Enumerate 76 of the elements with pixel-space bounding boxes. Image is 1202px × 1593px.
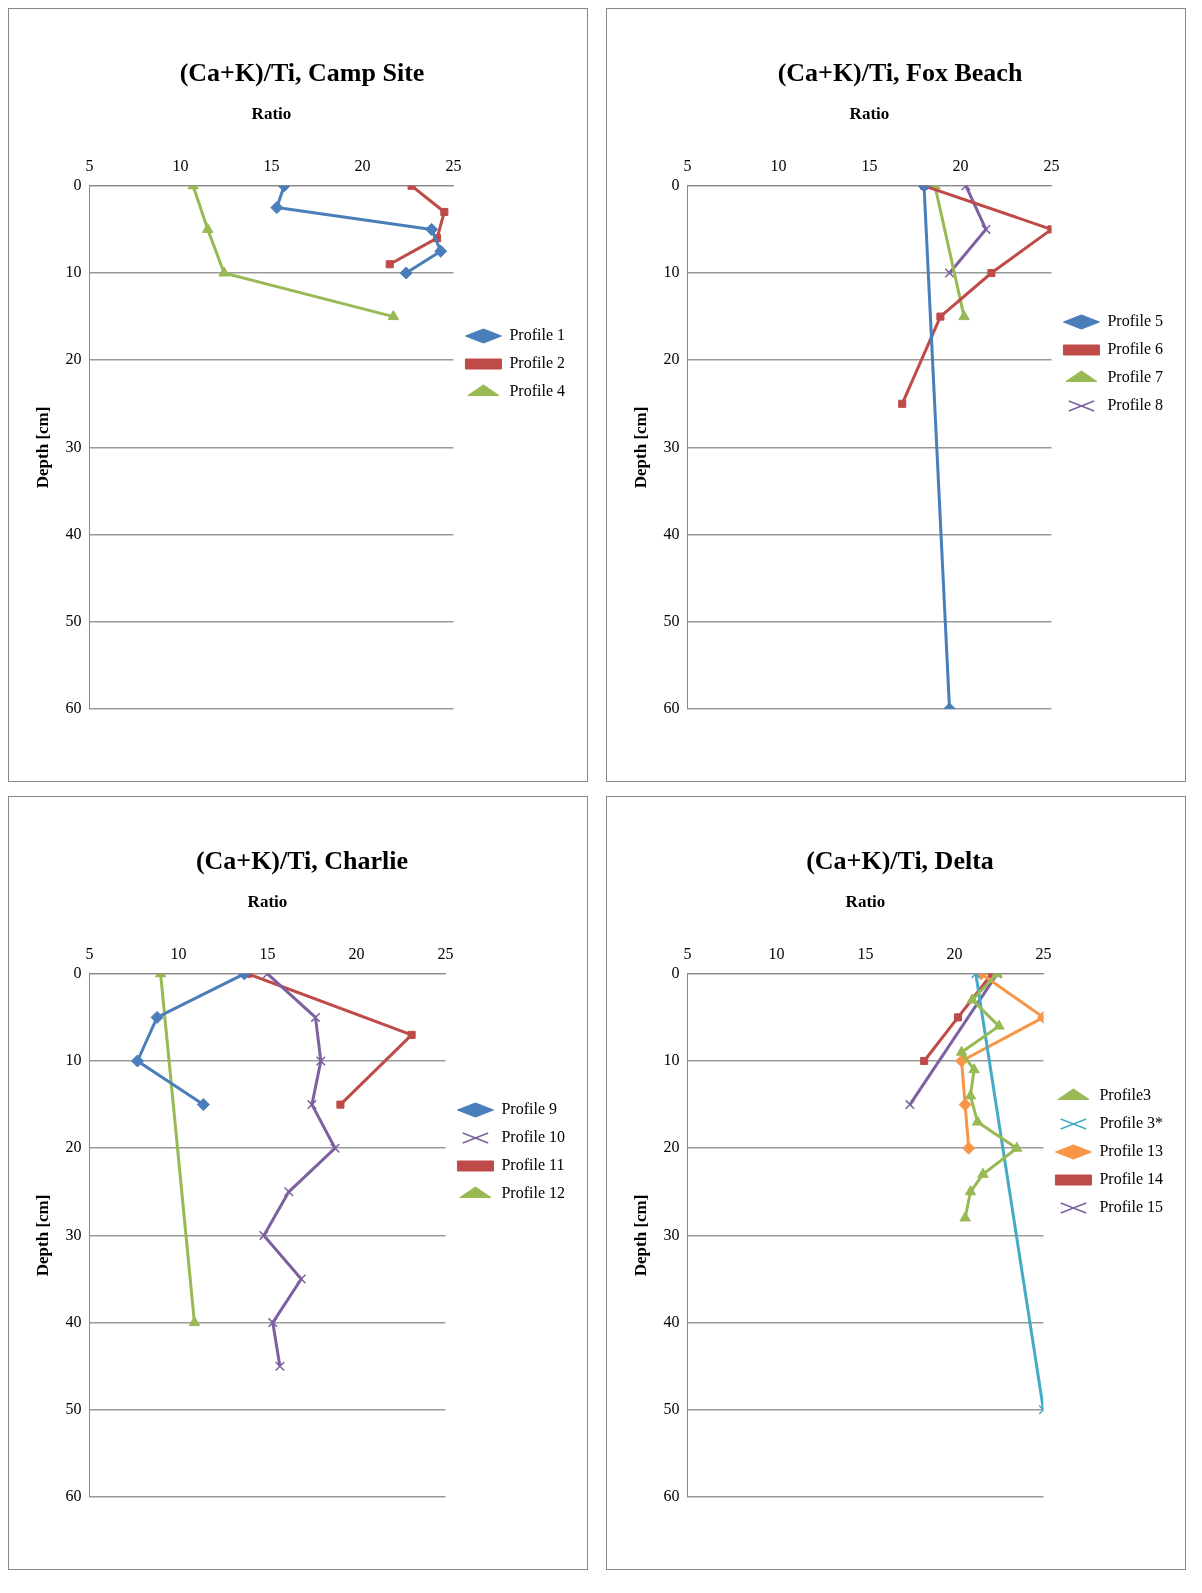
- y-tick-label: 30: [663, 437, 680, 455]
- y-tick-label: 50: [65, 1400, 82, 1417]
- y-tick-label: 0: [671, 964, 680, 981]
- y-tick-label: 60: [663, 699, 680, 717]
- x-tick-label: 25: [1035, 945, 1052, 963]
- y-tick-label: 20: [663, 1138, 680, 1156]
- x-tick-label: 15: [259, 945, 276, 963]
- y-tick-label: 40: [663, 524, 680, 542]
- legend-label: Profile 12: [501, 1184, 565, 1202]
- y-tick-label: 0: [73, 964, 82, 981]
- legend-label: Profile 2: [509, 354, 565, 372]
- legend-label: Profile 7: [1107, 368, 1163, 386]
- x-tick-label: 10: [770, 157, 787, 175]
- y-tick-label: 60: [663, 1487, 680, 1505]
- y-tick-label: 20: [663, 350, 680, 368]
- y-tick-label: 40: [65, 1312, 82, 1330]
- legend-label: Profile 9: [501, 1100, 557, 1118]
- y-tick-label: 40: [663, 1312, 680, 1330]
- x-tick-label: 20: [354, 157, 371, 175]
- legend-label: Profile 4: [509, 382, 565, 400]
- x-axis-title: Ratio: [247, 891, 288, 911]
- x-tick-label: 10: [768, 945, 785, 963]
- x-tick-label: 5: [683, 945, 692, 963]
- legend-label: Profile 3*: [1099, 1114, 1163, 1132]
- x-axis-title: Ratio: [251, 103, 292, 123]
- x-axis-title: Ratio: [845, 891, 886, 911]
- chart-title: (Ca+K)/Ti, Delta: [806, 846, 994, 876]
- legend-label: Profile 6: [1107, 340, 1163, 358]
- x-tick-label: 5: [85, 945, 94, 963]
- y-tick-label: 50: [663, 612, 680, 629]
- x-tick-label: 10: [170, 945, 187, 963]
- y-tick-label: 50: [663, 1400, 680, 1417]
- legend-label: Profile 11: [501, 1156, 565, 1174]
- y-tick-label: 30: [65, 1225, 82, 1243]
- x-tick-label: 5: [683, 157, 692, 175]
- x-tick-label: 25: [437, 945, 454, 963]
- x-tick-label: 25: [445, 157, 462, 175]
- y-tick-label: 50: [65, 612, 82, 629]
- legend-label: Profile3: [1099, 1086, 1151, 1104]
- y-axis-title: Depth [cm]: [32, 1194, 52, 1277]
- legend-label: Profile 14: [1099, 1170, 1163, 1188]
- chart-title: (Ca+K)/Ti, Camp Site: [179, 58, 425, 88]
- x-tick-label: 15: [263, 157, 280, 175]
- y-tick-label: 10: [663, 1051, 680, 1069]
- y-tick-label: 20: [65, 1138, 82, 1156]
- x-tick-label: 15: [861, 157, 878, 175]
- y-axis-title: Depth [cm]: [32, 406, 52, 489]
- legend-label: Profile 8: [1107, 396, 1163, 414]
- x-tick-label: 20: [946, 945, 963, 963]
- y-axis-title: Depth [cm]: [630, 1194, 650, 1277]
- y-tick-label: 20: [65, 350, 82, 368]
- y-tick-label: 30: [65, 437, 82, 455]
- x-tick-label: 20: [952, 157, 969, 175]
- y-tick-label: 10: [663, 263, 680, 281]
- y-axis-title: Depth [cm]: [630, 406, 650, 489]
- x-tick-label: 5: [85, 157, 94, 175]
- y-tick-label: 40: [65, 524, 82, 542]
- y-tick-label: 60: [65, 699, 82, 717]
- y-tick-label: 0: [671, 176, 680, 193]
- legend-label: Profile 5: [1107, 312, 1163, 330]
- y-tick-label: 10: [65, 263, 82, 281]
- x-axis-title: Ratio: [849, 103, 890, 123]
- y-tick-label: 10: [65, 1051, 82, 1069]
- chart-title: (Ca+K)/Ti, Charlie: [195, 846, 409, 876]
- legend-label: Profile 1: [509, 326, 565, 344]
- legend-label: Profile 15: [1099, 1198, 1163, 1216]
- y-tick-label: 30: [663, 1225, 680, 1243]
- x-tick-label: 25: [1043, 157, 1060, 175]
- x-tick-label: 20: [348, 945, 365, 963]
- legend-label: Profile 13: [1099, 1142, 1163, 1160]
- y-tick-label: 0: [73, 176, 82, 193]
- y-tick-label: 60: [65, 1487, 82, 1505]
- chart-title: (Ca+K)/Ti, Fox Beach: [777, 58, 1023, 88]
- legend-label: Profile 10: [501, 1128, 565, 1146]
- x-tick-label: 15: [857, 945, 874, 963]
- x-tick-label: 10: [172, 157, 189, 175]
